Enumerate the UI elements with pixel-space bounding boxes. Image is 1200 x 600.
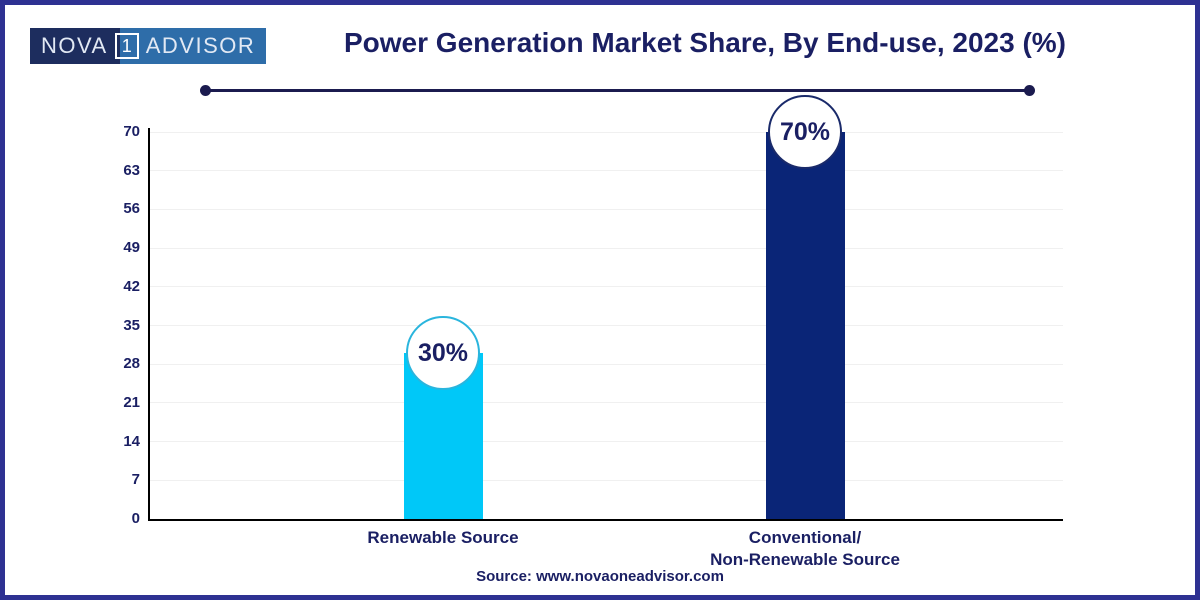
category-label-renewable-source: Renewable Source	[367, 528, 519, 547]
gridline	[150, 441, 1063, 443]
y-tick-label: 35	[123, 316, 140, 334]
gridline	[150, 247, 1063, 249]
y-tick-label: 63	[123, 161, 140, 179]
logo-text-nova: NOVA	[41, 33, 108, 58]
gridline	[150, 479, 1063, 481]
gridline	[150, 325, 1063, 326]
y-axis-line	[148, 128, 150, 519]
gridline	[150, 286, 1063, 288]
y-tick-label: 56	[123, 200, 140, 218]
gridline	[150, 170, 1063, 172]
logo-text-advisor: ADVISOR	[145, 33, 256, 58]
bar-chart: 0 7 14 21 28 35 42 49 56 63 70 30% Renewable Source 7…	[5, 5, 1195, 595]
gridline	[150, 131, 1063, 133]
brand-logo: NOVA 1 ADVISOR	[30, 28, 267, 64]
gridline	[150, 402, 1063, 404]
category-label-conventional-non-renewable-source: Conventional/ Non-Renewable Source	[710, 528, 900, 569]
y-tick-label: 7	[131, 471, 140, 489]
divider-line	[200, 85, 1035, 96]
x-axis-line	[148, 519, 1063, 521]
y-tick-label: 28	[123, 355, 140, 373]
y-tick-label: 42	[123, 277, 140, 295]
y-tick-label: 70	[123, 123, 140, 140]
divider-right-dot	[1024, 85, 1035, 96]
y-tick-label: 0	[131, 510, 140, 527]
logo-number-badge: 1	[114, 33, 139, 59]
gridline	[150, 208, 1063, 210]
data-label-bubble-conventional-non-renewable-source: 70%	[768, 95, 842, 169]
y-tick-label: 21	[123, 393, 140, 411]
divider-left-dot	[200, 85, 211, 96]
gridline	[150, 363, 1063, 365]
source-text: Source: www.novaoneadvisor.com	[476, 568, 724, 585]
bar-conventional-non-renewable-source	[765, 132, 845, 519]
y-tick-label: 49	[123, 239, 140, 257]
chart-title: Power Generation Market Share, By End-us…	[343, 27, 1066, 58]
y-tick-label: 14	[123, 432, 140, 450]
data-label-bubble-renewable-source: 30%	[406, 316, 480, 391]
